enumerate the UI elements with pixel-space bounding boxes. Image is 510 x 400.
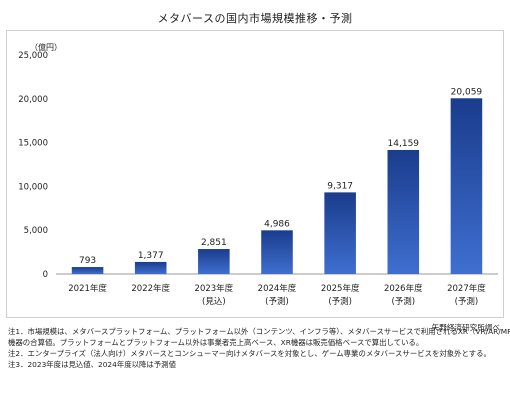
x-tick-label: 2022年度 (131, 283, 170, 294)
footnotes: 注1．市場規模は、メタバースプラットフォーム、プラットフォーム以外（コンテンツ、… (0, 318, 510, 400)
x-tick-label: (予測) (455, 296, 479, 307)
bar (450, 98, 483, 274)
bar (198, 249, 230, 274)
bar (134, 261, 167, 274)
y-tick-label: 25,000 (18, 51, 48, 61)
bar (261, 230, 293, 274)
x-tick-label: (予測) (328, 296, 352, 307)
y-tick-label: 0 (43, 270, 48, 280)
note-line: 注3．2023年度は見込値、2024年度以降は予測値 (8, 360, 176, 369)
source-label: 矢野経済研究所調べ (431, 323, 500, 332)
y-tick-label: 15,000 (18, 139, 48, 149)
y-tick-label: 5,000 (24, 226, 48, 236)
x-tick-label: 2027年度 (447, 283, 486, 294)
x-axis: 2021年度 2022年度 2023年度 (見込) 2024年度 (予測) 2025年度 (予… (68, 283, 486, 307)
bar-value-label: 793 (79, 256, 96, 266)
bar-value-label: 4,986 (264, 219, 290, 229)
y-tick-label: 20,000 (18, 95, 48, 105)
bar (324, 192, 356, 274)
bars: 793 1,377 2,851 4,986 9,317 14,159 20,059 (71, 87, 483, 274)
x-tick-label: 2025年度 (321, 283, 360, 294)
chart-frame (6, 30, 504, 318)
chart-title: メタバースの国内市場規模推移・予測 (157, 12, 353, 25)
bar (71, 267, 104, 274)
y-tick-label: 10,000 (18, 182, 48, 192)
x-tick-label: (予測) (265, 296, 289, 307)
note-line: 機器の合算値。プラットフォームとプラットフォーム以外は事業者売上高ベース、XR機… (8, 338, 424, 347)
x-tick-label: (予測) (391, 296, 415, 307)
bar-value-label: 20,059 (451, 87, 483, 97)
x-tick-label: 2023年度 (195, 283, 234, 294)
y-axis: 0 5,000 10,000 15,000 20,000 25,000 (18, 51, 498, 280)
x-tick-label: 2026年度 (384, 283, 423, 294)
x-tick-label: 2021年度 (68, 283, 107, 294)
bar-value-label: 9,317 (327, 181, 353, 191)
y-axis-unit-label: （億円） (30, 42, 62, 52)
x-tick-label: 2024年度 (258, 283, 297, 294)
x-tick-label: (見込) (202, 296, 226, 307)
bar-value-label: 2,851 (201, 238, 227, 248)
bar-value-label: 14,159 (388, 139, 420, 149)
bar (387, 149, 420, 274)
bar-value-label: 1,377 (138, 251, 164, 261)
note-line: 注2．エンタープライズ（法人向け）メタバースとコンシューマー向けメタバースを対象… (8, 349, 491, 358)
bar-chart: （億円） 0 5,000 10,000 15,000 20,000 25,000 793 1… (18, 42, 498, 307)
note-line: 注1．市場規模は、メタバースプラットフォーム、プラットフォーム以外（コンテンツ、… (8, 327, 510, 336)
